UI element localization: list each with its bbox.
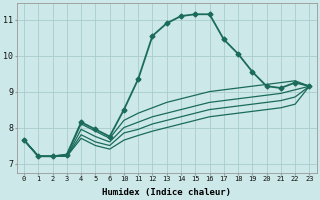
- X-axis label: Humidex (Indice chaleur): Humidex (Indice chaleur): [102, 188, 231, 197]
